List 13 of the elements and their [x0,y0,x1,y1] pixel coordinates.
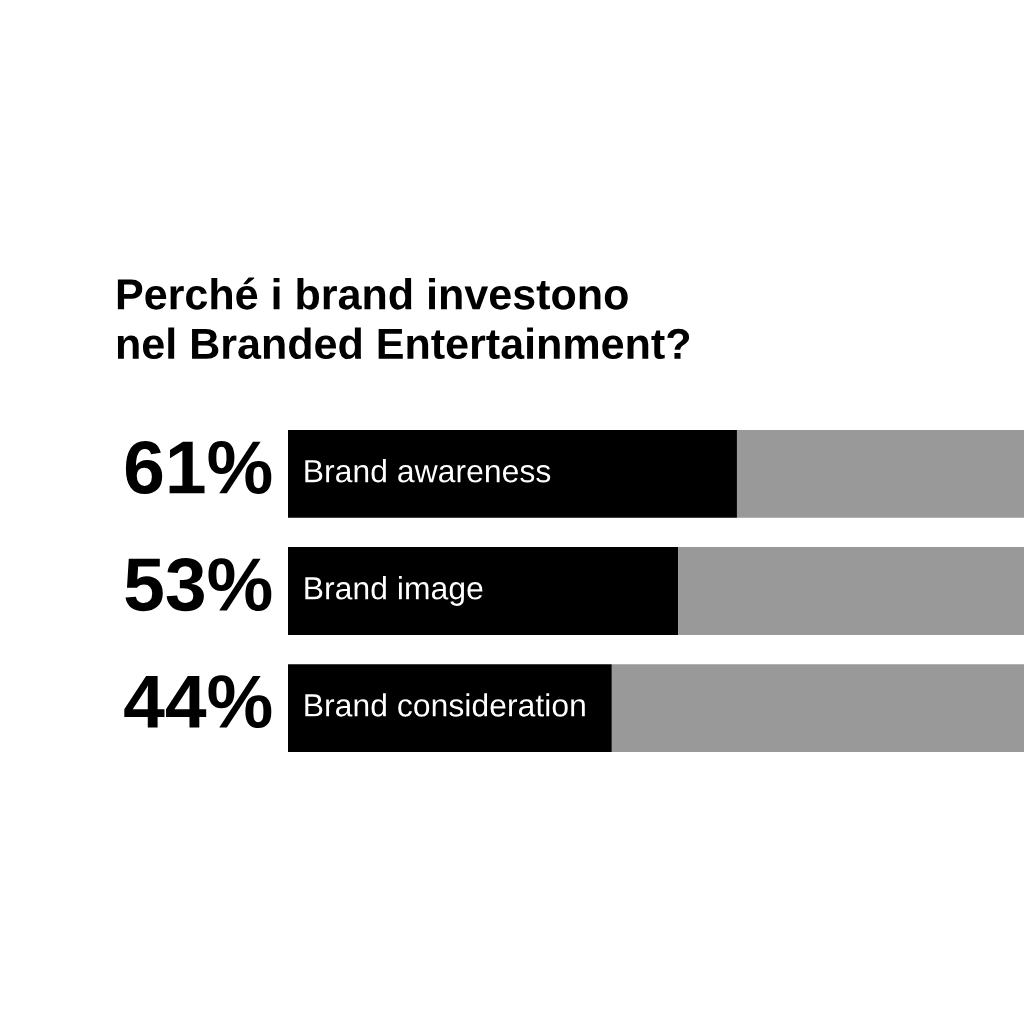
y-tick-label: Brand awareness [305,459,551,483]
y-tick-label: Brand image [305,576,483,606]
bar [288,430,737,518]
y-tick-label: Brand consideration [305,693,585,717]
bar [611,664,1024,752]
bar [288,547,679,635]
data-label: 61% [125,440,272,495]
bar [678,547,1024,635]
data-label: 44% [124,675,272,729]
chart-title: Perché i brand investono nel Branded Entertainment? [117,277,690,360]
bar [288,664,612,752]
bar [736,430,1024,518]
data-label: 53% [125,558,272,612]
